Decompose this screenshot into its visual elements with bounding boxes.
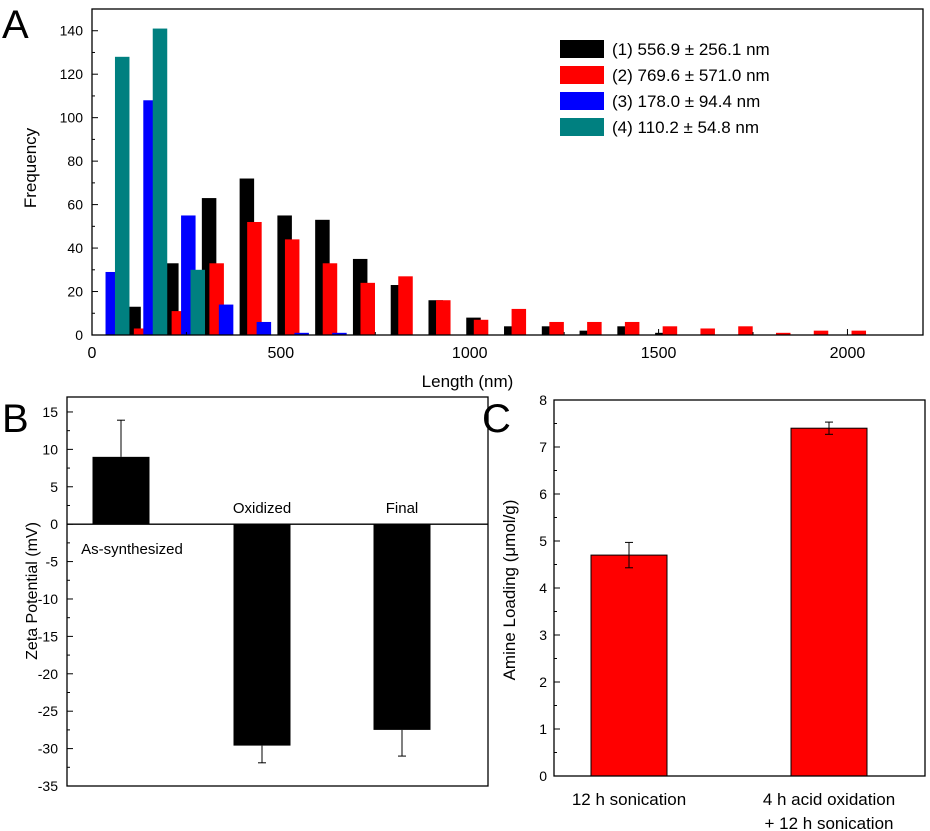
histogram-bar-series-3 [218, 304, 234, 335]
x-tick-label: 1500 [641, 345, 677, 362]
y-tick-label: 0 [75, 327, 83, 343]
histogram-bar-series-4 [152, 28, 168, 336]
histogram-bar-series-2 [284, 239, 300, 335]
category-label: Oxidized [233, 500, 291, 517]
histogram-bar-series-2 [436, 300, 451, 335]
y-tick-label: 5 [539, 533, 547, 549]
x-axis-label: Length (nm) [422, 372, 514, 391]
y-tick-label: -25 [38, 703, 58, 719]
histogram-bar-series-2 [738, 326, 753, 335]
category-label: As-synthesized [81, 541, 183, 558]
histogram-bar-series-4 [114, 56, 130, 336]
legend-swatch-series-1 [560, 40, 604, 58]
legend-swatch-series-2 [560, 66, 604, 84]
panel-c-label: C [482, 397, 511, 441]
histogram-bar-series-1 [541, 326, 557, 335]
legend-swatch-series-4 [560, 118, 604, 136]
y-tick-label: 2 [539, 674, 547, 690]
y-tick-label: 100 [60, 110, 84, 126]
y-tick-label: -30 [38, 741, 58, 757]
y-tick-label: -20 [38, 666, 58, 682]
panel-a-histogram: A 0 500 1000 1500 2000 0 20 40 60 80 100 120 140 Lengt… [2, 3, 924, 391]
y-axis-label: Zeta Potential (mV) [24, 522, 41, 660]
y-tick-label: 140 [60, 23, 84, 39]
panel-c-amine-loading-chart: C 0 1 2 3 4 5 6 7 8 12 h sonication 4 h acid oxidat… [482, 392, 926, 831]
y-tick-label: 0 [539, 768, 547, 784]
category-label: 4 h acid oxidation [763, 790, 895, 809]
histogram-bar-series-2 [247, 221, 262, 335]
panel-a-label: A [2, 3, 29, 47]
histogram-bar-series-2 [360, 282, 375, 335]
zeta-bar-0 [92, 456, 150, 525]
y-tick-label: -35 [38, 778, 58, 794]
x-tick-label: 2000 [830, 345, 866, 362]
panel-b-zeta-potential-chart: B -35 -30 -25 -20 -15 -10 -5 0 5 10 15 As-synthesize… [2, 396, 489, 794]
y-tick-label: -5 [46, 554, 59, 570]
histogram-bar-series-2 [851, 330, 867, 335]
category-label: Final [386, 500, 419, 517]
legend-label-series-4: (4) 110.2 ± 54.8 nm [612, 118, 759, 137]
x-tick-label: 1000 [452, 345, 488, 362]
plot-frame [66, 396, 489, 787]
amine-bar-0 [590, 554, 668, 777]
histogram-bar-series-2 [587, 321, 602, 335]
histogram-bar-series-4 [190, 269, 206, 335]
histogram-bar-series-1 [504, 326, 519, 335]
histogram-bar-series-2 [322, 263, 338, 335]
legend-label-series-3: (3) 178.0 ± 94.4 nm [612, 92, 760, 111]
legend-swatch-series-3 [560, 92, 604, 110]
histogram-bar-series-2 [624, 321, 640, 335]
histogram-bar-series-1 [617, 326, 632, 335]
x-tick-label: 0 [88, 345, 97, 362]
y-tick-label: 8 [539, 392, 547, 408]
histogram-bar-series-2 [398, 276, 413, 335]
histogram-bar-series-1 [655, 332, 670, 335]
histogram-bar-series-2 [813, 330, 829, 335]
y-tick-label: 3 [539, 627, 547, 643]
histogram-bar-series-3 [256, 321, 272, 335]
histogram-bar-series-3 [332, 332, 347, 335]
amine-bar-1 [790, 427, 868, 777]
y-tick-label: 120 [60, 66, 84, 82]
y-tick-label: 7 [539, 439, 547, 455]
histogram-bar-series-1 [126, 306, 141, 335]
zeta-bar-1 [233, 524, 291, 746]
histogram-bar-series-1 [579, 330, 595, 335]
y-tick-label: 0 [50, 516, 58, 532]
plot-frame [91, 8, 924, 336]
y-tick-label: 60 [67, 197, 83, 213]
legend-label-series-1: (1) 556.9 ± 256.1 nm [612, 40, 770, 59]
histogram-bar-series-2 [775, 332, 791, 335]
y-tick-label: 6 [539, 486, 547, 502]
y-tick-label: 15 [42, 404, 58, 420]
y-axis-label: Amine Loading (μmol/g) [500, 500, 519, 681]
histogram-bar-series-2 [133, 328, 149, 335]
zeta-bar-2 [373, 524, 431, 730]
y-tick-label: -15 [38, 628, 58, 644]
y-tick-label: 10 [42, 441, 58, 457]
histogram-bar-series-2 [662, 326, 678, 335]
y-tick-label: 80 [67, 153, 83, 169]
panel-b-label: B [2, 397, 29, 441]
category-label: 12 h sonication [572, 790, 686, 809]
histogram-bar-series-2 [549, 321, 564, 335]
category-label-line2: + 12 h sonication [764, 814, 893, 831]
histogram-bar-series-2 [700, 328, 715, 335]
y-tick-label: 5 [50, 479, 58, 495]
y-tick-label: 4 [539, 580, 547, 596]
y-tick-label: 20 [67, 284, 83, 300]
histogram-bar-series-2 [473, 319, 489, 335]
y-tick-label: 40 [67, 240, 83, 256]
x-tick-label: 500 [268, 345, 295, 362]
y-tick-label: 1 [539, 721, 547, 737]
histogram-bar-series-3 [294, 332, 309, 335]
legend-label-series-2: (2) 769.6 ± 571.0 nm [612, 66, 770, 85]
histogram-bar-series-2 [511, 308, 527, 335]
y-axis-label: Frequency [21, 127, 40, 208]
y-tick-label: -10 [38, 591, 58, 607]
